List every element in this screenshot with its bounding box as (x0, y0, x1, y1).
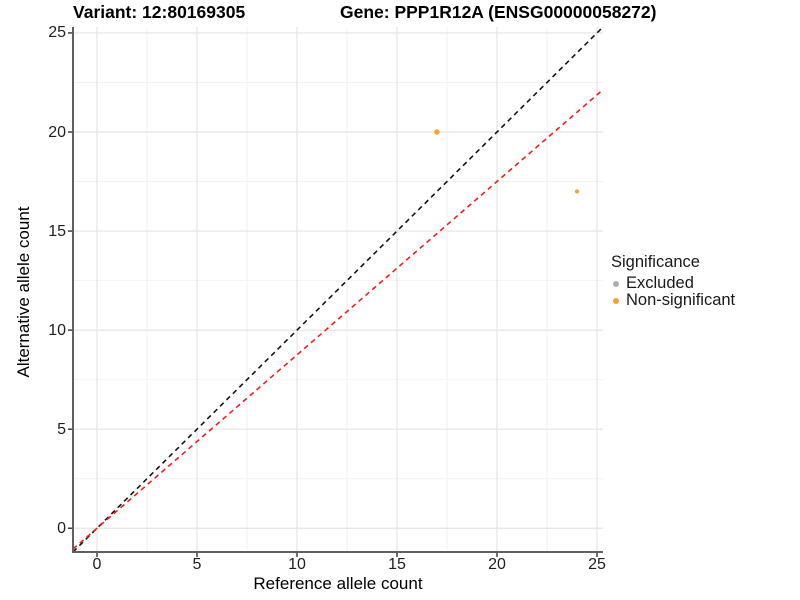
data-point-non-significant (434, 129, 440, 135)
x-tick-label: 5 (192, 556, 202, 573)
legend-label-excluded: Excluded (626, 274, 694, 292)
legend-title: Significance (611, 253, 700, 271)
y-tick-label: 15 (48, 222, 66, 240)
gene-title: Gene: PPP1R12A (ENSG00000058272) (340, 2, 657, 22)
legend-label-non-significant: Non-significant (626, 291, 736, 309)
data-point-non-significant (574, 189, 580, 194)
y-tick-label: 0 (57, 519, 66, 537)
y-tick-label: 5 (57, 420, 66, 438)
legend-item-non-significant: Non-significant (611, 291, 736, 309)
y-tick-label: 20 (48, 123, 66, 141)
excluded-dot-icon (613, 280, 619, 287)
identity-line (72, 26, 604, 553)
legend-item-excluded: Excluded (611, 274, 735, 292)
y-axis-title: Alternative allele count (14, 206, 33, 378)
x-tick-label: 15 (388, 556, 406, 573)
x-tick-label: 25 (588, 556, 606, 573)
x-axis-title: Reference allele count (253, 574, 423, 593)
x-tick-label: 0 (92, 556, 102, 573)
x-tick-label: 10 (288, 556, 306, 573)
y-tick-label: 10 (48, 321, 66, 339)
expected-ratio-line (72, 89, 604, 550)
legend: Significance Excluded Non-significant (611, 253, 735, 309)
x-tick-label: 20 (488, 556, 506, 573)
variant-title: Variant: 12:80169305 (73, 2, 246, 22)
non-significant-dot-icon (613, 297, 619, 304)
y-tick-label: 25 (48, 24, 66, 42)
